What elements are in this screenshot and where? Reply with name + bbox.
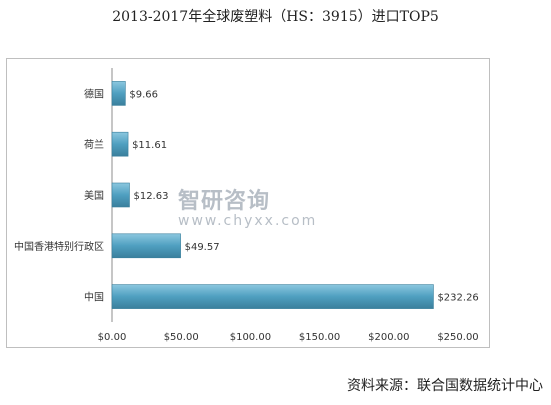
x-tick-label: $150.00 (299, 332, 340, 343)
x-tick-label: $0.00 (98, 332, 127, 343)
category-label: 德国 (84, 87, 104, 100)
bar (111, 182, 130, 208)
watermark: 智研咨询 www.chyxx.com (178, 183, 317, 229)
watermark-url: www.chyxx.com (178, 213, 318, 229)
x-tick-label: $50.00 (164, 332, 199, 343)
bar (111, 233, 181, 259)
x-tick-label: $100.00 (230, 332, 271, 343)
watermark-brand: 智研咨询 (178, 189, 271, 214)
data-label: $11.61 (132, 140, 167, 151)
category-label: 美国 (84, 189, 104, 202)
data-label: $49.57 (185, 242, 220, 253)
bar (111, 131, 129, 157)
data-label: $9.66 (129, 89, 158, 100)
source-note: 资料来源：联合国数据统计中心 (347, 378, 543, 394)
category-label: 荷兰 (84, 138, 104, 151)
category-label: 中国香港特别行政区 (14, 240, 104, 253)
bar (111, 284, 434, 309)
category-label: 中国 (84, 291, 104, 304)
x-tick-label: $200.00 (368, 332, 409, 343)
data-label: $232.26 (437, 293, 478, 304)
x-tick-label: $250.00 (437, 332, 478, 343)
chart-title: 2013-2017年全球废塑料（HS：3915）进口TOP5 (112, 9, 439, 25)
data-label: $12.63 (133, 191, 168, 202)
bar (111, 81, 126, 106)
